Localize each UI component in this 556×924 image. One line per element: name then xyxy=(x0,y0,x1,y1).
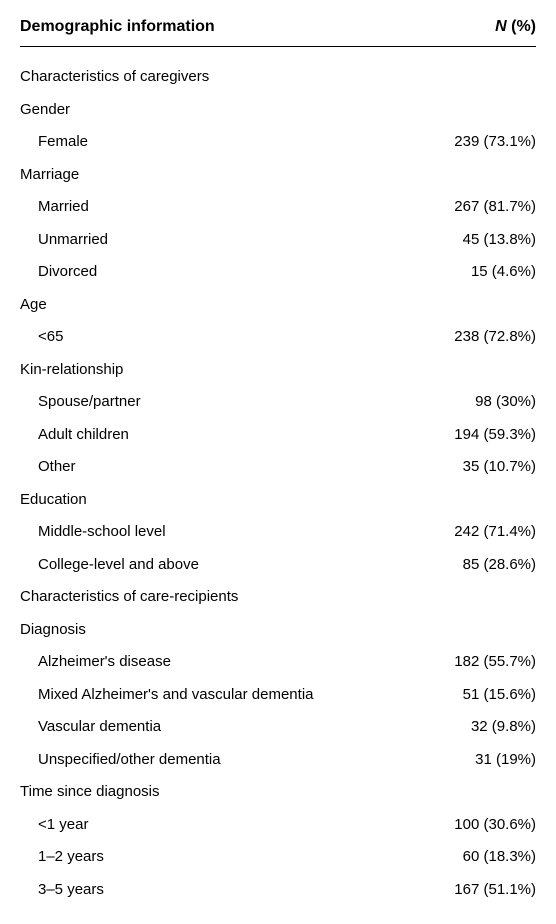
table-row: Unspecified/other dementia 31 (19%) xyxy=(20,744,536,777)
table-row: College-level and above 85 (28.6%) xyxy=(20,549,536,582)
row-label: Unspecified/other dementia xyxy=(20,749,221,772)
row-label: Divorced xyxy=(20,261,97,284)
table-row: Spouse/partner 98 (30%) xyxy=(20,386,536,419)
row-label: Gender xyxy=(20,99,70,122)
row-label: Education xyxy=(20,489,87,512)
table-row: Age xyxy=(20,289,536,322)
row-value: 239 (73.1%) xyxy=(454,131,536,154)
header-pct: (%) xyxy=(507,18,536,35)
row-label: 1–2 years xyxy=(20,846,104,869)
row-label: Spouse/partner xyxy=(20,391,141,414)
row-label: Mixed Alzheimer's and vascular dementia xyxy=(20,684,314,707)
table-row: Kin-relationship xyxy=(20,354,536,387)
row-value: 242 (71.4%) xyxy=(454,521,536,544)
table-row: Other 35 (10.7%) xyxy=(20,451,536,484)
row-label: Diagnosis xyxy=(20,619,86,642)
row-label: Middle-school level xyxy=(20,521,166,544)
table-row: Married 267 (81.7%) xyxy=(20,191,536,224)
row-label: 3–5 years xyxy=(20,879,104,902)
table-row: Gender xyxy=(20,94,536,127)
row-label: College-level and above xyxy=(20,554,199,577)
table-row: Education xyxy=(20,484,536,517)
table-row: Female 239 (73.1%) xyxy=(20,126,536,159)
row-label: Time since diagnosis xyxy=(20,781,160,804)
row-value: 45 (13.8%) xyxy=(463,229,536,252)
table-row: Mixed Alzheimer's and vascular dementia 5… xyxy=(20,679,536,712)
row-label: Kin-relationship xyxy=(20,359,123,382)
table-row: 1–2 years 60 (18.3%) xyxy=(20,841,536,874)
table-row: <1 year 100 (30.6%) xyxy=(20,809,536,842)
row-value: 182 (55.7%) xyxy=(454,651,536,674)
row-value: 167 (51.1%) xyxy=(454,879,536,902)
row-value: 15 (4.6%) xyxy=(471,261,536,284)
row-label: Marriage xyxy=(20,164,79,187)
table-row: Adult children 194 (59.3%) xyxy=(20,419,536,452)
row-value: 60 (18.3%) xyxy=(463,846,536,869)
row-label: Female xyxy=(20,131,88,154)
table-row: Unmarried 45 (13.8%) xyxy=(20,224,536,257)
row-value: 194 (59.3%) xyxy=(454,424,536,447)
table-row: Divorced 15 (4.6%) xyxy=(20,256,536,289)
row-label: Alzheimer's disease xyxy=(20,651,171,674)
row-label: Married xyxy=(20,196,89,219)
row-label: Age xyxy=(20,294,47,317)
row-label: Unmarried xyxy=(20,229,108,252)
table-row: Middle-school level 242 (71.4%) xyxy=(20,516,536,549)
row-label: Adult children xyxy=(20,424,129,447)
table-row: Characteristics of caregivers xyxy=(20,61,536,94)
table-row: Vascular dementia 32 (9.8%) xyxy=(20,711,536,744)
table-row: Time since diagnosis xyxy=(20,776,536,809)
table-row: Characteristics of care-recipients xyxy=(20,581,536,614)
row-value: 267 (81.7%) xyxy=(454,196,536,219)
row-value: 100 (30.6%) xyxy=(454,814,536,837)
table-header: Demographic information N (%) xyxy=(20,18,536,47)
row-label: <1 year xyxy=(20,814,88,837)
table-body: Characteristics of caregivers Gender Femal… xyxy=(20,61,536,906)
row-value: 35 (10.7%) xyxy=(463,456,536,479)
row-value: 85 (28.6%) xyxy=(463,554,536,577)
header-right: N (%) xyxy=(495,18,536,36)
row-value: 32 (9.8%) xyxy=(471,716,536,739)
table-row: <65 238 (72.8%) xyxy=(20,321,536,354)
table-row: Diagnosis xyxy=(20,614,536,647)
header-n: N xyxy=(495,18,507,35)
table-row: 3–5 years 167 (51.1%) xyxy=(20,874,536,907)
row-value: 31 (19%) xyxy=(475,749,536,772)
row-value: 51 (15.6%) xyxy=(463,684,536,707)
row-label: Characteristics of care-recipients xyxy=(20,586,238,609)
header-left: Demographic information xyxy=(20,18,215,36)
row-label: Characteristics of caregivers xyxy=(20,66,209,89)
row-label: <65 xyxy=(20,326,63,349)
row-label: Other xyxy=(20,456,76,479)
table-row: Marriage xyxy=(20,159,536,192)
row-value: 98 (30%) xyxy=(475,391,536,414)
table-row: Alzheimer's disease 182 (55.7%) xyxy=(20,646,536,679)
row-label: Vascular dementia xyxy=(20,716,161,739)
row-value: 238 (72.8%) xyxy=(454,326,536,349)
